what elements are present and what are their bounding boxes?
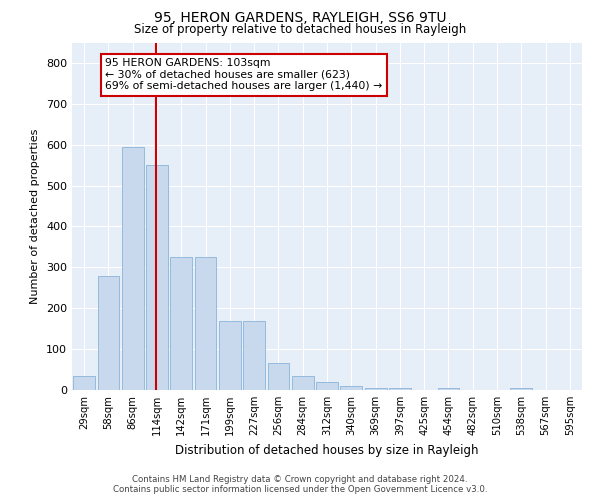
Bar <box>194 257 217 390</box>
Y-axis label: Number of detached properties: Number of detached properties <box>31 128 40 304</box>
Bar <box>316 382 338 390</box>
Bar <box>292 376 314 390</box>
Bar <box>73 376 95 390</box>
Bar <box>122 147 143 390</box>
Bar <box>437 388 460 390</box>
Bar <box>243 320 265 390</box>
X-axis label: Distribution of detached houses by size in Rayleigh: Distribution of detached houses by size … <box>175 444 479 456</box>
Bar <box>268 364 289 390</box>
Text: 95, HERON GARDENS, RAYLEIGH, SS6 9TU: 95, HERON GARDENS, RAYLEIGH, SS6 9TU <box>154 11 446 25</box>
Bar <box>146 165 168 390</box>
Bar <box>219 320 241 390</box>
Bar <box>511 388 532 390</box>
Text: Contains HM Land Registry data © Crown copyright and database right 2024.
Contai: Contains HM Land Registry data © Crown c… <box>113 474 487 494</box>
Text: 95 HERON GARDENS: 103sqm
← 30% of detached houses are smaller (623)
69% of semi-: 95 HERON GARDENS: 103sqm ← 30% of detach… <box>105 58 382 92</box>
Bar <box>170 257 192 390</box>
Text: Size of property relative to detached houses in Rayleigh: Size of property relative to detached ho… <box>134 22 466 36</box>
Bar <box>389 388 411 390</box>
Bar <box>97 276 119 390</box>
Bar <box>365 388 386 390</box>
Bar <box>340 386 362 390</box>
